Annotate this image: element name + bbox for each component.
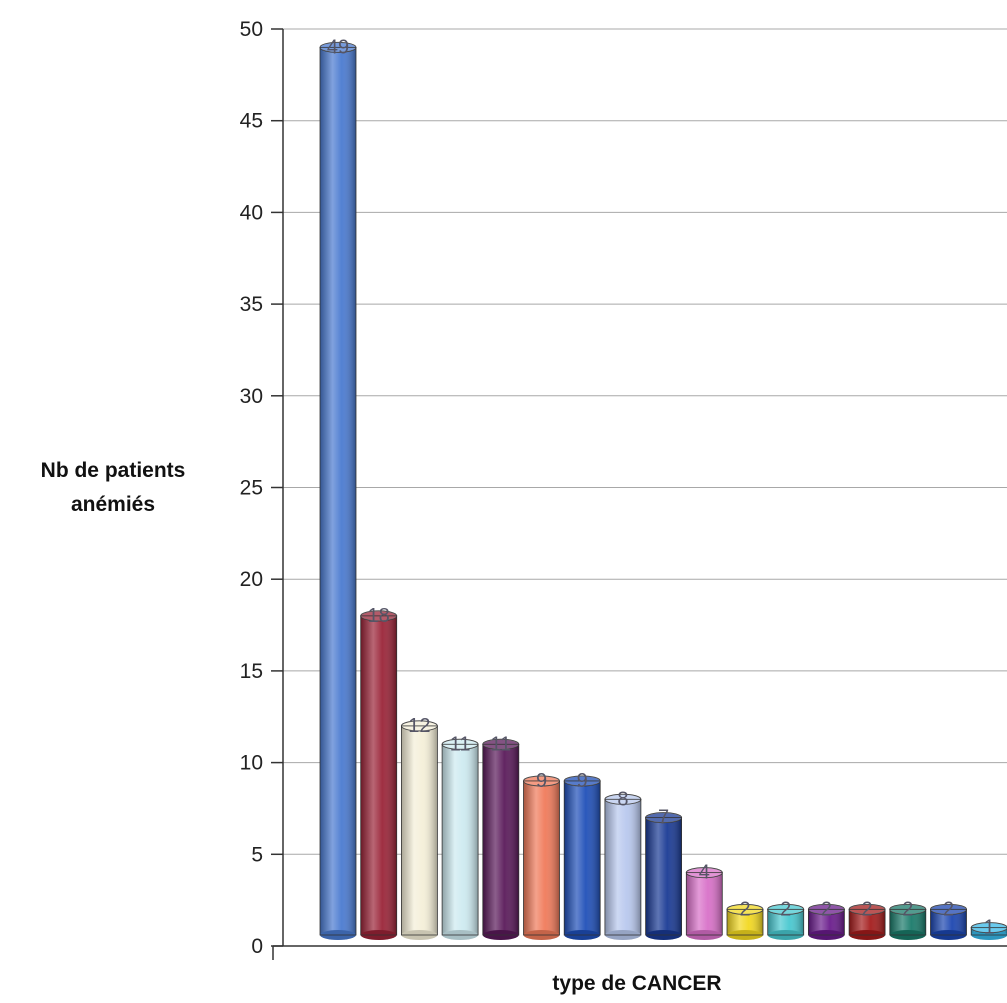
value-label: 2 xyxy=(739,898,750,920)
x-axis xyxy=(272,945,1007,960)
value-label: 2 xyxy=(862,898,873,920)
bar xyxy=(645,812,683,940)
y-tick-label: 40 xyxy=(240,201,263,224)
y-axis: 0 5 10 15 20 25 30 35 40 45 50 xyxy=(240,18,284,958)
y-tick-label: 5 xyxy=(251,843,263,866)
value-label: 18 xyxy=(368,605,390,627)
y-tick-label: 25 xyxy=(240,477,263,500)
value-label: 4 xyxy=(699,862,710,884)
bar xyxy=(970,922,1007,940)
x-axis-title: type de CANCER xyxy=(552,972,721,995)
value-label: 2 xyxy=(943,898,954,920)
value-label: 2 xyxy=(902,898,913,920)
value-label: 2 xyxy=(821,898,832,920)
y-tick-label: 45 xyxy=(240,110,263,133)
bar xyxy=(930,903,967,940)
bar xyxy=(889,903,927,940)
value-label: 1 xyxy=(984,917,995,939)
y-tick-label: 50 xyxy=(240,18,263,41)
value-label: 9 xyxy=(577,770,588,792)
y-tick-label: 35 xyxy=(240,293,263,316)
y-axis-title-line2: anémiés xyxy=(71,493,155,516)
bar xyxy=(726,903,764,940)
bar xyxy=(767,903,805,940)
value-label: 7 xyxy=(658,807,669,829)
y-tick-label: 15 xyxy=(240,660,263,683)
bar xyxy=(523,775,560,940)
y-axis-title-line1: Nb de patients xyxy=(41,459,186,482)
bar xyxy=(807,903,845,940)
value-label: 2 xyxy=(780,898,791,920)
bar xyxy=(319,41,357,940)
y-tick-label: 10 xyxy=(240,752,263,775)
y-tick-label: 0 xyxy=(251,935,263,958)
bar xyxy=(482,738,520,940)
bar xyxy=(563,775,601,940)
bar xyxy=(360,610,398,940)
bar xyxy=(441,738,479,940)
value-label: 9 xyxy=(536,770,547,792)
y-tick-label: 20 xyxy=(240,568,263,591)
bar xyxy=(685,867,723,940)
y-tick-label: 30 xyxy=(240,385,263,408)
value-labels: 49 18 12 11 11 9 9 8 7 4 2 2 2 2 2 2 1 xyxy=(327,36,995,938)
value-label: 11 xyxy=(490,733,511,755)
bar xyxy=(848,903,886,940)
value-label: 8 xyxy=(617,788,628,810)
bar xyxy=(400,720,438,940)
value-label: 49 xyxy=(327,36,349,58)
value-label: 11 xyxy=(450,733,471,755)
bar xyxy=(604,793,642,940)
value-label: 12 xyxy=(408,715,430,737)
bars xyxy=(319,41,1007,940)
